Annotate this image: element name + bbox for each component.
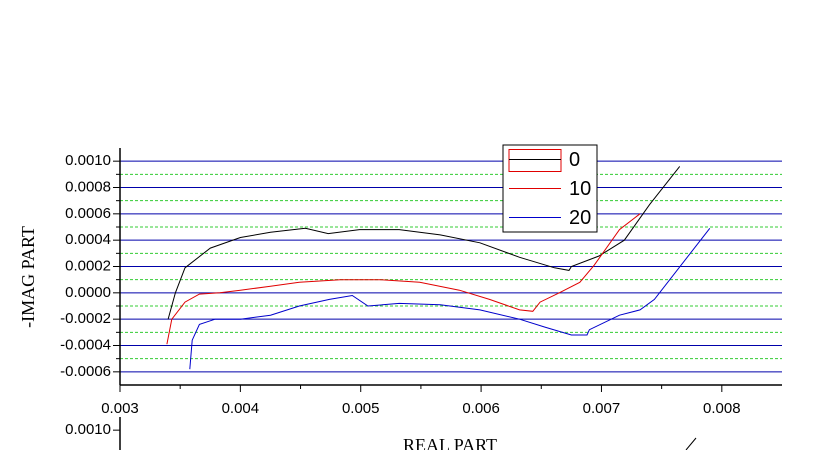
legend-swatch [508,149,562,172]
y-tick-label: -0.0002 [60,310,111,327]
y-tick-label: 0.0000 [65,284,111,301]
y-tick-label: 0.0006 [65,205,111,222]
series-line [167,166,681,320]
x-axis-label: REAL PART [403,435,497,450]
partial-curve [685,437,697,450]
legend-label: 10 [569,178,591,200]
series-line [189,227,711,370]
y-tick-label: 0.0008 [65,178,111,195]
x-tick-label: 0.006 [462,400,500,417]
x-tick-label: 0.003 [101,400,139,417]
y-tick-label: 0.0010 [65,421,111,438]
y-tick-label: -0.0004 [60,336,111,353]
series-line [166,213,641,345]
y-axis-label: -IMAG PART [18,226,38,328]
y-tick-label: 0.0002 [65,257,111,274]
y-tick-label: 0.0004 [65,231,111,248]
x-tick-label: 0.004 [222,400,260,417]
x-tick-label: 0.008 [703,400,741,417]
legend-label: 20 [569,207,591,229]
y-tick-label: 0.0010 [65,152,111,169]
y-tick-label: -0.0006 [60,363,111,380]
y-tick-label: 0.0008 [65,447,111,450]
x-tick-label: 0.005 [342,400,380,417]
legend-label: 0 [569,149,580,171]
x-tick-label: 0.007 [583,400,621,417]
